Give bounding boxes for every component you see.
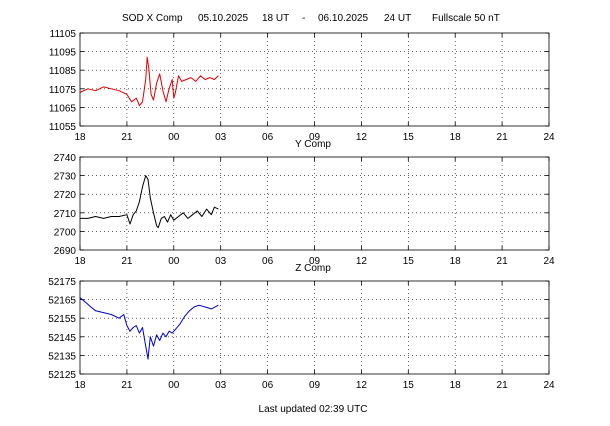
y-tick-label: 52125 (48, 370, 76, 381)
x-tick-label: 21 (497, 132, 509, 143)
x-tick-label: 18 (74, 132, 86, 143)
x-tick-label: 09 (309, 256, 321, 267)
y-tick-label: 52145 (48, 333, 76, 344)
x-tick-label: 06 (262, 132, 274, 143)
x-tick-label: 21 (121, 256, 133, 267)
x-tick-label: 24 (543, 132, 555, 143)
x-tick-label: 06 (262, 256, 274, 267)
y-tick-label: 11095 (49, 48, 77, 59)
plot-panels: 18 21 00 03 06 09 12 15 18 21 24 11055 11065 11075 110… (48, 29, 555, 391)
x-tick-label: 15 (403, 256, 415, 267)
y-tick-label: 11085 (49, 66, 77, 77)
header-end-date: 06.10.2025 (318, 13, 368, 24)
y-tick-label: 52155 (48, 314, 76, 325)
x-tick-label: 21 (121, 380, 133, 391)
panel-title: Z Comp (295, 263, 331, 274)
panel-1: 18 21 00 03 06 09 12 15 18 21 24 11055 11065 11075 110… (49, 29, 555, 143)
y-tick-label: 2700 (54, 227, 77, 238)
series-line (79, 56, 219, 106)
series-line (80, 175, 219, 229)
y-tick-label: 2730 (54, 172, 77, 183)
y-tick-label: 2690 (54, 246, 77, 257)
y-tick-label: 11055 (49, 122, 77, 133)
x-tick-label: 18 (450, 256, 462, 267)
x-tick-label: 03 (215, 132, 227, 143)
y-tick-label: 2710 (54, 209, 77, 220)
x-tick-label: 09 (309, 380, 321, 391)
x-tick-label: 24 (543, 380, 555, 391)
x-tick-label: 18 (450, 380, 462, 391)
x-tick-label: 12 (356, 256, 368, 267)
panel-3: 18 21 00 03 06 09 12 15 18 21 24 52125 52135 52145 521… (48, 263, 555, 391)
x-tick-label: 00 (168, 132, 180, 143)
x-tick-label: 21 (497, 256, 509, 267)
x-tick-label: 09 (309, 132, 321, 143)
x-tick-label: 18 (74, 256, 86, 267)
x-tick-label: 24 (543, 256, 555, 267)
x-tick-label: 21 (121, 132, 133, 143)
header-start-date: 05.10.2025 (198, 13, 248, 24)
y-tick-label: 52135 (48, 351, 76, 362)
y-tick-label: 11075 (49, 85, 77, 96)
y-tick-label: 2740 (54, 153, 77, 164)
x-tick-label: 12 (356, 132, 368, 143)
x-tick-label: 18 (74, 380, 86, 391)
last-updated-text: Last updated 02:39 UTC (259, 404, 368, 415)
panel-title: Y Comp (295, 139, 331, 150)
y-tick-label: 52175 (48, 277, 76, 288)
x-tick-label: 15 (403, 132, 415, 143)
series-line (79, 297, 219, 360)
x-tick-label: 12 (356, 380, 368, 391)
y-tick-label: 2720 (54, 190, 77, 201)
x-tick-label: 15 (403, 380, 415, 391)
panel-2: 18 21 00 03 06 09 12 15 18 21 24 2690 2700 2710 2720 27… (54, 139, 555, 267)
x-tick-label: 03 (215, 380, 227, 391)
y-tick-label: 11105 (50, 29, 77, 40)
x-tick-label: 21 (497, 380, 509, 391)
header-fullscale: Fullscale 50 nT (432, 13, 500, 24)
x-tick-label: 03 (215, 256, 227, 267)
header-end-time: 24 UT (384, 13, 411, 24)
header-separator: - (302, 13, 305, 24)
x-tick-label: 06 (262, 380, 274, 391)
x-tick-label: 00 (168, 380, 180, 391)
x-tick-label: 00 (168, 256, 180, 267)
y-tick-label: 11065 (49, 103, 77, 114)
y-tick-label: 52165 (48, 296, 76, 307)
header-station: SOD X Comp (122, 13, 183, 24)
x-tick-label: 18 (450, 132, 462, 143)
header-start-time: 18 UT (262, 13, 289, 24)
